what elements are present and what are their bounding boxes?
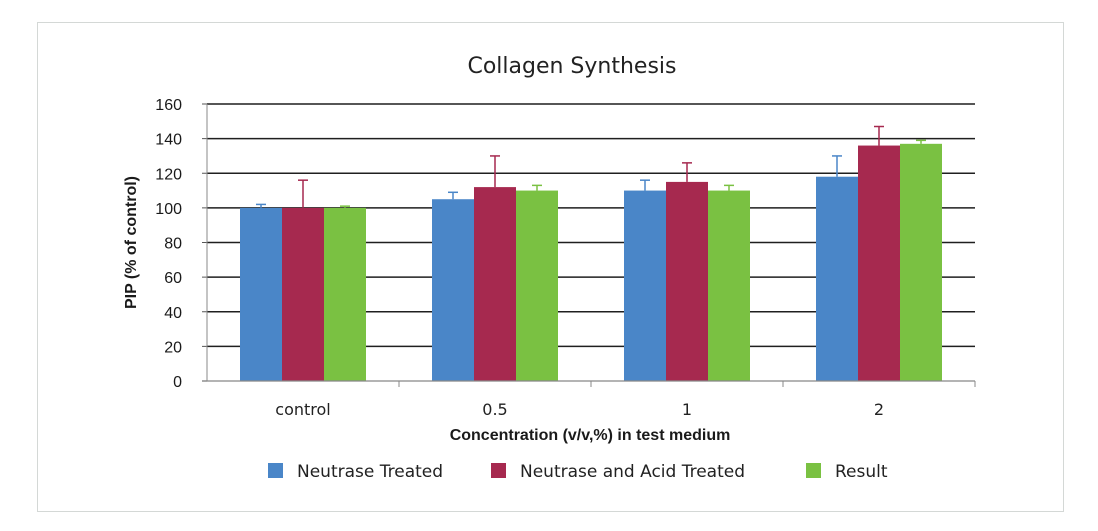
y-tick-label: 100 (155, 201, 182, 218)
legend-label: Neutrase and Acid Treated (520, 462, 745, 482)
legend-label: Neutrase Treated (297, 462, 443, 482)
legend: Neutrase Treated Neutrase and Acid Treate… (268, 462, 888, 482)
bar-result-1 (516, 190, 558, 381)
y-tick-label: 0 (173, 374, 182, 391)
legend-swatch (268, 463, 283, 478)
bar-neutrase-and-acid-treated-3 (858, 145, 900, 381)
y-tick-label: 40 (164, 305, 182, 322)
x-tick-label: 1 (682, 400, 692, 419)
y-tick-label: 80 (164, 236, 182, 253)
chart-card: Collagen Synthesis 0 20 40 60 80 100 120 140 160… (37, 22, 1064, 512)
bar-neutrase-treated-2 (624, 190, 666, 381)
y-tick-label: 120 (155, 166, 182, 183)
bar-neutrase-and-acid-treated-1 (474, 187, 516, 381)
y-axis-label: PIP (% of control) (123, 176, 140, 309)
x-tick-label: 2 (874, 400, 884, 419)
x-tick-label: control (275, 400, 330, 419)
bar-neutrase-and-acid-treated-2 (666, 181, 708, 381)
bar-neutrase-treated-1 (432, 199, 474, 381)
bar-neutrase-treated-3 (816, 176, 858, 381)
x-axis-label: Concentration (v/v,%) in test medium (450, 427, 731, 444)
y-tick-label: 60 (164, 270, 182, 287)
bar-result-3 (900, 143, 942, 381)
bar-neutrase-and-acid-treated-0 (282, 207, 324, 381)
legend-label: Result (835, 462, 888, 482)
y-tick-label: 160 (155, 97, 182, 114)
axes: 0 20 40 60 80 100 120 140 160 control 0.5 1 2 (155, 97, 976, 419)
bar-neutrase-treated-0 (240, 207, 282, 381)
x-tick-label: 0.5 (482, 400, 507, 419)
chart-title: Collagen Synthesis (467, 54, 676, 79)
chart-svg: Collagen Synthesis 0 20 40 60 80 100 120 140 160… (123, 54, 976, 482)
legend-swatch (491, 463, 506, 478)
bar-result-0 (324, 207, 366, 381)
bars (240, 125, 942, 381)
legend-swatch (806, 463, 821, 478)
bar-result-2 (708, 190, 750, 381)
y-tick-label: 20 (164, 339, 182, 356)
y-tick-label: 140 (155, 132, 182, 149)
